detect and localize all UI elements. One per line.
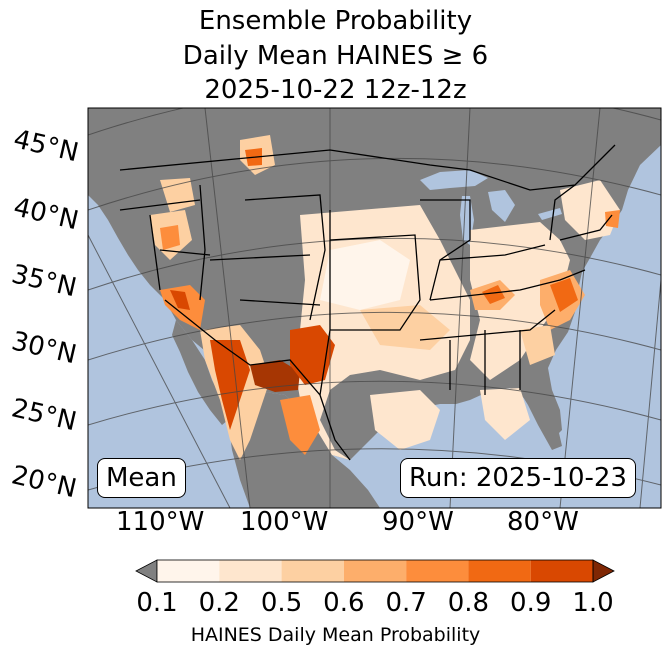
run-label-box: Run: 2025-10-23 <box>400 458 636 498</box>
colorbar-segment <box>468 560 531 582</box>
lake-ontario <box>538 208 562 220</box>
colorbar-tick-label: 1.0 <box>572 588 614 618</box>
colorbar-tick-label: 0.1 <box>136 588 178 618</box>
title-line-3: 2025-10-22 12z-12z <box>204 75 467 105</box>
lake-huron <box>488 190 515 222</box>
land-baja <box>172 320 228 425</box>
lon-label-90w: 90°W <box>382 507 454 537</box>
colorbar-segment <box>406 560 469 582</box>
title-line-1: Ensemble Probability <box>198 6 473 36</box>
lake-superior <box>420 170 488 190</box>
colorbar-over-triangle <box>592 559 615 583</box>
colorbar-segment <box>281 560 344 582</box>
stat-label-box: Mean <box>97 458 186 498</box>
colorbar-tick-label: 0.6 <box>323 588 365 618</box>
colorbar-under-triangle <box>135 559 158 583</box>
colorbar-segment <box>530 560 593 582</box>
lon-label-80w: 80°W <box>507 507 579 537</box>
colorbar-segment <box>219 560 282 582</box>
colorbar-tick-label: 0.7 <box>385 588 427 618</box>
colorbar <box>135 559 615 583</box>
map-frame <box>87 107 662 509</box>
title-line-2: Daily Mean HAINES ≥ 6 <box>182 41 489 71</box>
lon-label-110w: 110°W <box>116 507 205 537</box>
colorbar-segment <box>157 560 220 582</box>
borders <box>119 144 616 461</box>
land-florida <box>520 392 562 450</box>
colorbar-tick-label: 0.5 <box>260 588 303 618</box>
colorbar-tick-label: 0.2 <box>198 588 240 618</box>
colorbar-tick-label: 0.8 <box>447 588 490 618</box>
colorbar-label: HAINES Daily Mean Probability <box>190 624 481 646</box>
colorbar-segment <box>343 560 407 582</box>
colorbar-tick-label: 0.9 <box>510 588 552 618</box>
lon-label-100w: 100°W <box>240 507 329 537</box>
